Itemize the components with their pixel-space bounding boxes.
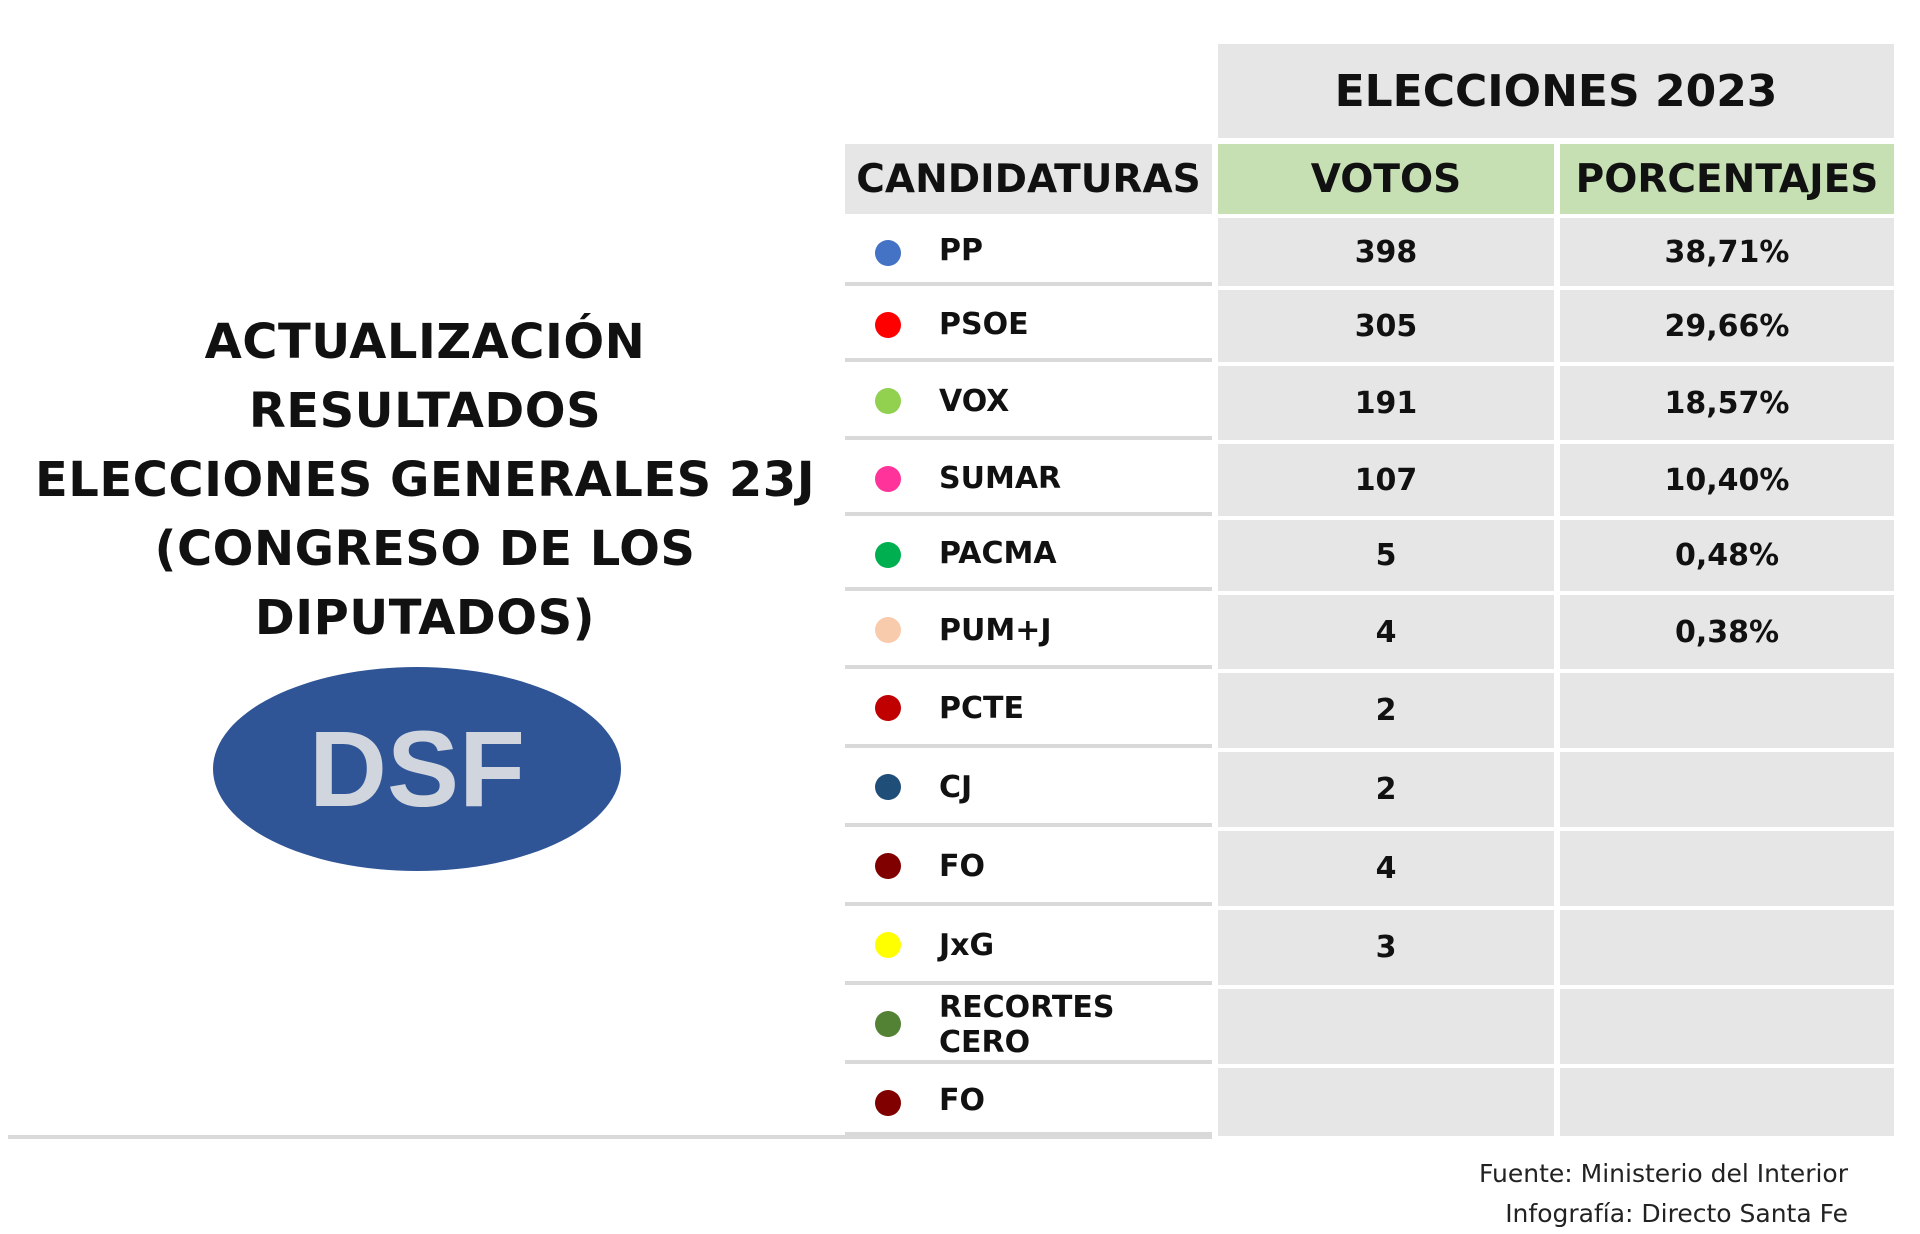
source-infografia: Infografía: Directo Santa Fe — [1505, 1199, 1848, 1228]
votos-cell: 191 — [1218, 366, 1554, 440]
party-name: SUMAR — [939, 460, 1062, 496]
party-color-dot — [875, 466, 901, 492]
headline-line-2: ELECCIONES GENERALES 23J — [34, 452, 816, 508]
candidatura-cell: VOX — [845, 366, 1212, 440]
source-fuente: Fuente: Ministerio del Interior — [1479, 1159, 1848, 1188]
candidatura-cell: PSOE — [845, 290, 1212, 362]
candidatura-cell: SUMAR — [845, 444, 1212, 516]
porcentaje-cell — [1560, 831, 1894, 906]
table-row: PCTE 2 — [0, 673, 1920, 752]
candidatura-cell: PP — [845, 218, 1212, 286]
party-name: PP — [939, 232, 983, 268]
table-row: FO 4 — [0, 831, 1920, 910]
headline-line-4: DIPUTADOS) — [254, 590, 596, 646]
table-row: PP 398 38,71% — [0, 218, 1920, 290]
party-name: PCTE — [939, 691, 1024, 726]
party-color-dot — [875, 240, 901, 266]
table-row: VOX 191 18,57% — [0, 366, 1920, 444]
porcentaje-cell: 0,38% — [1560, 595, 1894, 669]
candidatura-cell: PACMA — [845, 520, 1212, 591]
porcentaje-cell — [1560, 910, 1894, 985]
votos-cell: 4 — [1218, 595, 1554, 669]
party-color-dot — [875, 853, 901, 879]
votos-cell: 5 — [1218, 520, 1554, 591]
party-color-dot — [875, 388, 901, 414]
party-color-dot — [875, 695, 901, 721]
candidatura-cell: CJ — [845, 752, 1212, 827]
candidatura-cell: PCTE — [845, 673, 1212, 748]
table-row: RECORTES CERO — [0, 989, 1920, 1068]
porcentaje-cell: 10,40% — [1560, 444, 1894, 516]
headline-line-3: (CONGRESO DE LOS — [154, 521, 696, 577]
porcentaje-cell: 0,48% — [1560, 520, 1894, 591]
table-row: PSOE 305 29,66% — [0, 290, 1920, 366]
party-color-dot — [875, 932, 901, 958]
party-name: RECORTES CERO — [939, 989, 1115, 1060]
headline: ACTUALIZACIÓN RESULTADOS ELECCIONES GENE… — [30, 308, 820, 653]
party-name: VOX — [939, 383, 1010, 419]
party-name: PSOE — [939, 306, 1029, 342]
table-row: FO — [0, 1068, 1920, 1140]
party-name: CJ — [939, 770, 973, 805]
votos-cell: 107 — [1218, 444, 1554, 516]
porcentaje-cell — [1560, 1068, 1894, 1136]
bottom-divider — [8, 1135, 1212, 1139]
party-name: JxG — [939, 928, 995, 963]
party-color-dot — [875, 542, 901, 568]
votos-cell: 4 — [1218, 831, 1554, 906]
porcentaje-cell — [1560, 673, 1894, 748]
table-row: PACMA 5 0,48% — [0, 520, 1920, 595]
header-candidaturas: CANDIDATURAS — [845, 144, 1212, 214]
candidatura-cell: PUM+J — [845, 595, 1212, 669]
candidatura-cell: FO — [845, 831, 1212, 906]
votos-cell: 2 — [1218, 673, 1554, 748]
porcentaje-cell — [1560, 989, 1894, 1064]
party-color-dot — [875, 774, 901, 800]
party-color-dot — [875, 1090, 901, 1116]
table-row: JxG 3 — [0, 910, 1920, 989]
table-row: PUM+J 4 0,38% — [0, 595, 1920, 673]
party-name: FO — [939, 1082, 985, 1118]
table-title: ELECCIONES 2023 — [1218, 44, 1894, 138]
table-row: SUMAR 107 10,40% — [0, 444, 1920, 520]
porcentaje-cell — [1560, 752, 1894, 827]
logo-text: DSF — [309, 708, 525, 829]
party-name: PUM+J — [939, 612, 1052, 648]
votos-cell — [1218, 989, 1554, 1064]
source-credits: Fuente: Ministerio del Interior Infograf… — [1479, 1154, 1848, 1234]
party-color-dot — [875, 617, 901, 643]
party-name: FO — [939, 849, 985, 884]
candidatura-cell: JxG — [845, 910, 1212, 985]
votos-cell: 2 — [1218, 752, 1554, 827]
headline-line-1: ACTUALIZACIÓN RESULTADOS — [204, 314, 646, 439]
party-color-dot — [875, 312, 901, 338]
candidatura-cell: RECORTES CERO — [845, 989, 1212, 1064]
porcentaje-cell: 29,66% — [1560, 290, 1894, 362]
header-votos: VOTOS — [1218, 144, 1554, 214]
table-row: CJ 2 — [0, 752, 1920, 831]
candidatura-cell: FO — [845, 1068, 1212, 1136]
votos-cell: 305 — [1218, 290, 1554, 362]
logo-oval — [213, 667, 621, 871]
dsf-logo: DSF — [213, 667, 621, 871]
party-name: PACMA — [939, 536, 1057, 571]
votos-cell: 398 — [1218, 218, 1554, 286]
porcentaje-cell: 18,57% — [1560, 366, 1894, 440]
party-color-dot — [875, 1011, 901, 1037]
header-porcentajes: PORCENTAJES — [1560, 144, 1894, 214]
votos-cell: 3 — [1218, 910, 1554, 985]
votos-cell — [1218, 1068, 1554, 1136]
porcentaje-cell: 38,71% — [1560, 218, 1894, 286]
